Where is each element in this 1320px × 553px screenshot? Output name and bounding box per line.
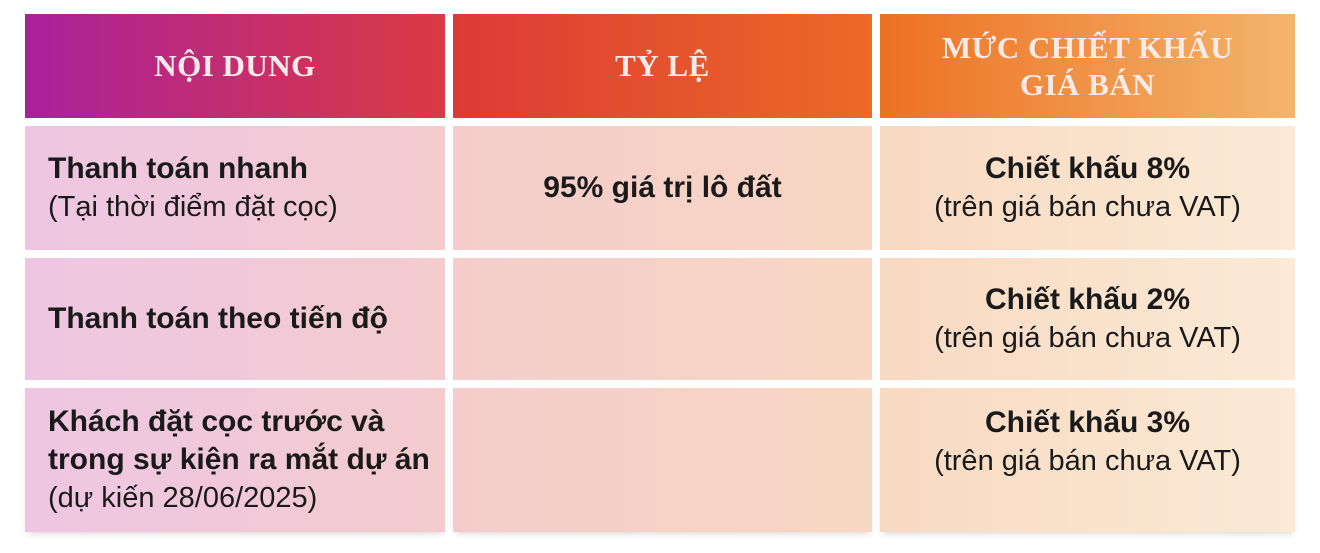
row-1-chiet-khau-value: Chiết khấu 8% bbox=[984, 152, 1191, 185]
row-1-noi-dung-note: (Tại thời điểm đặt cọc) bbox=[48, 191, 338, 223]
row-3-noi-dung-title: Khách đặt cọc trước và trong sự kiện ra … bbox=[48, 405, 430, 476]
header-label-noi-dung: NỘI DUNG bbox=[154, 48, 316, 84]
header-label-ty-le: TỶ LỆ bbox=[615, 48, 710, 84]
header-cell-muc-chiet-khau: MỨC CHIẾT KHẤU GIÁ BÁN bbox=[880, 14, 1295, 118]
row-1-chiet-khau-note: (trên giá bán chưa VAT) bbox=[934, 191, 1241, 223]
table-row-2-cell-chiet-khau: Chiết khấu 2% (trên giá bán chưa VAT) bbox=[880, 258, 1295, 380]
row-3-noi-dung-note: (dự kiến 28/06/2025) bbox=[48, 482, 318, 514]
row-1-noi-dung-title: Thanh toán nhanh bbox=[48, 152, 308, 185]
table-row-3-cell-noi-dung: Khách đặt cọc trước và trong sự kiện ra … bbox=[25, 388, 445, 532]
discount-pricing-table: NỘI DUNG TỶ LỆ MỨC CHIẾT KHẤU GIÁ BÁN Th… bbox=[25, 14, 1295, 532]
table-row-3-cell-chiet-khau: Chiết khấu 3% (trên giá bán chưa VAT) bbox=[880, 388, 1295, 532]
table-row-1-cell-chiet-khau: Chiết khấu 8% (trên giá bán chưa VAT) bbox=[880, 126, 1295, 250]
table-row-3-cell-ty-le-empty bbox=[453, 388, 872, 532]
table-row-1-cell-noi-dung: Thanh toán nhanh (Tại thời điểm đặt cọc) bbox=[25, 126, 445, 250]
table-row-2-cell-ty-le-empty bbox=[453, 258, 872, 380]
row-1-ty-le-value: 95% giá trị lô đất bbox=[543, 171, 782, 204]
header-label-muc-chiet-khau: MỨC CHIẾT KHẤU GIÁ BÁN bbox=[941, 29, 1234, 102]
header-cell-ty-le: TỶ LỆ bbox=[453, 14, 872, 118]
row-2-chiet-khau-note: (trên giá bán chưa VAT) bbox=[934, 322, 1241, 354]
table-row-2-cell-noi-dung: Thanh toán theo tiến độ bbox=[25, 258, 445, 380]
row-2-noi-dung-title: Thanh toán theo tiến độ bbox=[48, 302, 388, 335]
row-3-chiet-khau-note: (trên giá bán chưa VAT) bbox=[934, 445, 1241, 477]
row-3-chiet-khau-value: Chiết khấu 3% bbox=[984, 406, 1191, 439]
header-cell-noi-dung: NỘI DUNG bbox=[25, 14, 445, 118]
table-row-1-cell-ty-le: 95% giá trị lô đất bbox=[453, 126, 872, 250]
row-2-chiet-khau-value: Chiết khấu 2% bbox=[984, 283, 1191, 316]
